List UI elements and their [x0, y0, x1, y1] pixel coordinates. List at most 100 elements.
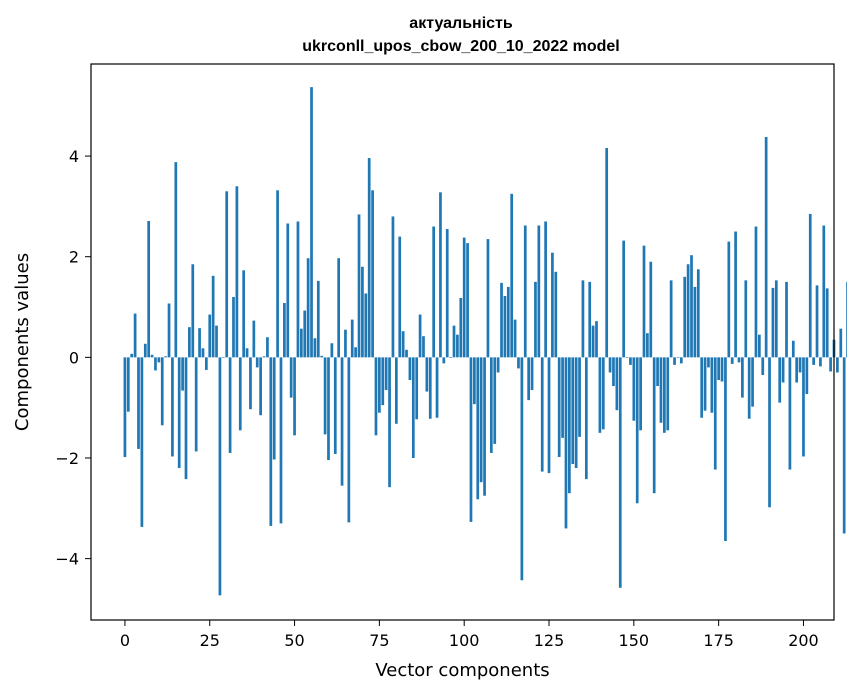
bar-164 [679, 357, 683, 364]
bar-129 [561, 357, 564, 438]
bar-77 [384, 357, 388, 391]
bar-126 [551, 252, 554, 358]
bar-152 [639, 357, 642, 431]
bar-75 [378, 357, 381, 413]
bar-149 [629, 357, 632, 365]
bar-13 [167, 303, 171, 358]
bar-48 [286, 223, 290, 358]
bar-151 [635, 357, 639, 504]
bar-170 [700, 357, 704, 418]
bar-38 [252, 320, 256, 358]
bar-124 [544, 221, 547, 358]
bar-26 [211, 275, 215, 358]
bar-0 [123, 357, 127, 457]
bar-199 [798, 357, 802, 373]
y-axis-ticks: −4 −2 0 2 4 [55, 147, 91, 569]
bar-78 [388, 357, 391, 488]
bar-154 [646, 333, 649, 358]
bar-156 [652, 357, 656, 494]
bar-114 [510, 193, 514, 358]
bar-69 [357, 214, 361, 358]
bar-185 [751, 357, 754, 407]
x-tick-label: 0 [120, 631, 130, 650]
bar-44 [272, 357, 276, 460]
bar-148 [625, 357, 629, 358]
bar-173 [710, 357, 714, 413]
bar-72 [367, 158, 371, 358]
bar-155 [649, 261, 653, 358]
bar-200 [802, 357, 805, 457]
bar-33 [235, 186, 239, 358]
bar-52 [299, 328, 303, 358]
bar-11 [160, 357, 164, 426]
x-axis-label: Vector components [375, 660, 549, 681]
bar-80 [394, 357, 398, 424]
bar-9 [154, 357, 157, 371]
bar-84 [408, 357, 412, 380]
y-tick-label: 2 [69, 248, 79, 267]
bar-10 [157, 357, 161, 363]
bar-36 [245, 348, 249, 358]
bar-81 [398, 236, 402, 358]
bar-43 [269, 357, 273, 526]
bar-193 [778, 357, 782, 403]
bar-96 [449, 357, 452, 358]
bar-21 [194, 357, 198, 452]
bar-208 [829, 357, 832, 372]
bar-98 [456, 334, 459, 358]
bar-73 [371, 190, 374, 358]
bar-176 [720, 357, 724, 382]
bar-118 [523, 225, 527, 358]
bar-63 [337, 258, 341, 358]
bar-175 [717, 357, 720, 380]
bar-121 [534, 281, 537, 358]
bar-68 [354, 347, 357, 358]
bar-205 [819, 357, 822, 367]
bar-197 [791, 340, 795, 358]
bar-50 [293, 357, 296, 436]
bar-141 [601, 357, 605, 430]
bar-191 [771, 287, 775, 358]
bar-120 [530, 357, 534, 391]
x-tick-label: 25 [200, 631, 220, 650]
bar-14 [171, 357, 174, 457]
bar-160 [666, 357, 670, 431]
y-tick-label: −2 [55, 449, 79, 468]
bar-27 [215, 325, 218, 358]
bar-119 [527, 357, 531, 401]
chart-title: актуальність [409, 15, 513, 32]
bar-25 [208, 314, 212, 358]
bar-18 [184, 357, 188, 480]
bar-7 [147, 220, 151, 358]
bar-61 [330, 343, 334, 358]
bar-2 [130, 353, 134, 358]
y-tick-label: 4 [69, 147, 79, 166]
bar-49 [289, 357, 293, 398]
bar-55 [310, 87, 313, 358]
bar-107 [486, 239, 490, 358]
bar-127 [554, 271, 558, 358]
bar-51 [296, 221, 300, 358]
bar-138 [591, 325, 595, 358]
bar-101 [466, 243, 469, 358]
bar-182 [741, 357, 744, 398]
bar-60 [327, 357, 330, 460]
bar-163 [676, 357, 680, 358]
bar-131 [568, 357, 571, 494]
bar-4 [137, 357, 140, 449]
bar-12 [164, 356, 167, 358]
plot-frame [90, 63, 835, 621]
bar-201 [805, 357, 809, 395]
bar-172 [707, 357, 710, 368]
bar-103 [473, 357, 476, 405]
x-tick-label: 150 [619, 631, 650, 650]
bar-87 [418, 314, 422, 358]
bar-133 [574, 357, 578, 469]
bar-92 [435, 357, 439, 418]
bar-171 [703, 357, 707, 411]
bar-42 [266, 337, 269, 358]
bar-147 [622, 240, 626, 358]
bar-99 [459, 297, 463, 358]
bar-194 [781, 357, 785, 383]
bar-89 [425, 357, 429, 392]
